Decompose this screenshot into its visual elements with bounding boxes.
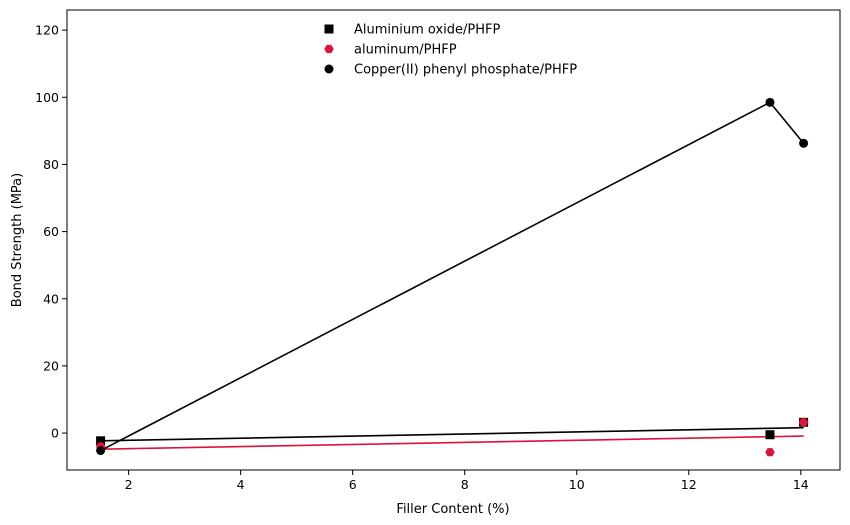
data-point: [765, 430, 775, 440]
y-tick-label: 120: [35, 23, 59, 38]
x-axis-title: Filler Content (%): [396, 502, 509, 517]
x-tick-label: 10: [569, 477, 585, 492]
y-tick-label: 40: [43, 291, 59, 306]
y-tick-label: 20: [43, 358, 59, 373]
data-point: [798, 418, 809, 427]
y-tick-label: 60: [43, 224, 59, 239]
plot-frame: [66, 9, 841, 471]
x-tick-label: 6: [349, 477, 357, 492]
x-axis-ticks: 2 4 6 8 10 12 14: [125, 470, 809, 492]
x-tick-label: 2: [125, 477, 133, 492]
y-tick-label: 80: [43, 157, 59, 172]
x-tick-label: 8: [461, 477, 469, 492]
data-point: [765, 97, 775, 107]
y-tick-label: 100: [35, 90, 59, 105]
plot-markers: [95, 97, 809, 457]
y-axis-title: Bond Strength (MPa): [10, 173, 25, 307]
y-axis-ticks: 0 20 40 60 80 100 120: [35, 23, 67, 441]
legend: Aluminium oxide/PHFP aluminum/PHFP Copper(…: [324, 23, 577, 78]
series-line: [100, 435, 804, 450]
data-point: [96, 446, 106, 456]
legend-label: Copper(II) phenyl phosphate/PHFP: [354, 63, 577, 78]
y-tick-label: 0: [51, 426, 59, 441]
legend-marker: [324, 64, 334, 74]
legend-label: aluminum/PHFP: [354, 43, 457, 58]
series-line: [100, 426, 804, 442]
legend-label: Aluminium oxide/PHFP: [354, 23, 500, 38]
x-tick-label: 4: [237, 477, 245, 492]
data-point: [799, 138, 809, 148]
x-tick-label: 14: [793, 477, 809, 492]
data-point: [96, 436, 106, 446]
legend-marker: [324, 24, 334, 34]
x-tick-label: 12: [681, 477, 697, 492]
data-point: [765, 448, 775, 457]
legend-marker: [324, 44, 334, 54]
